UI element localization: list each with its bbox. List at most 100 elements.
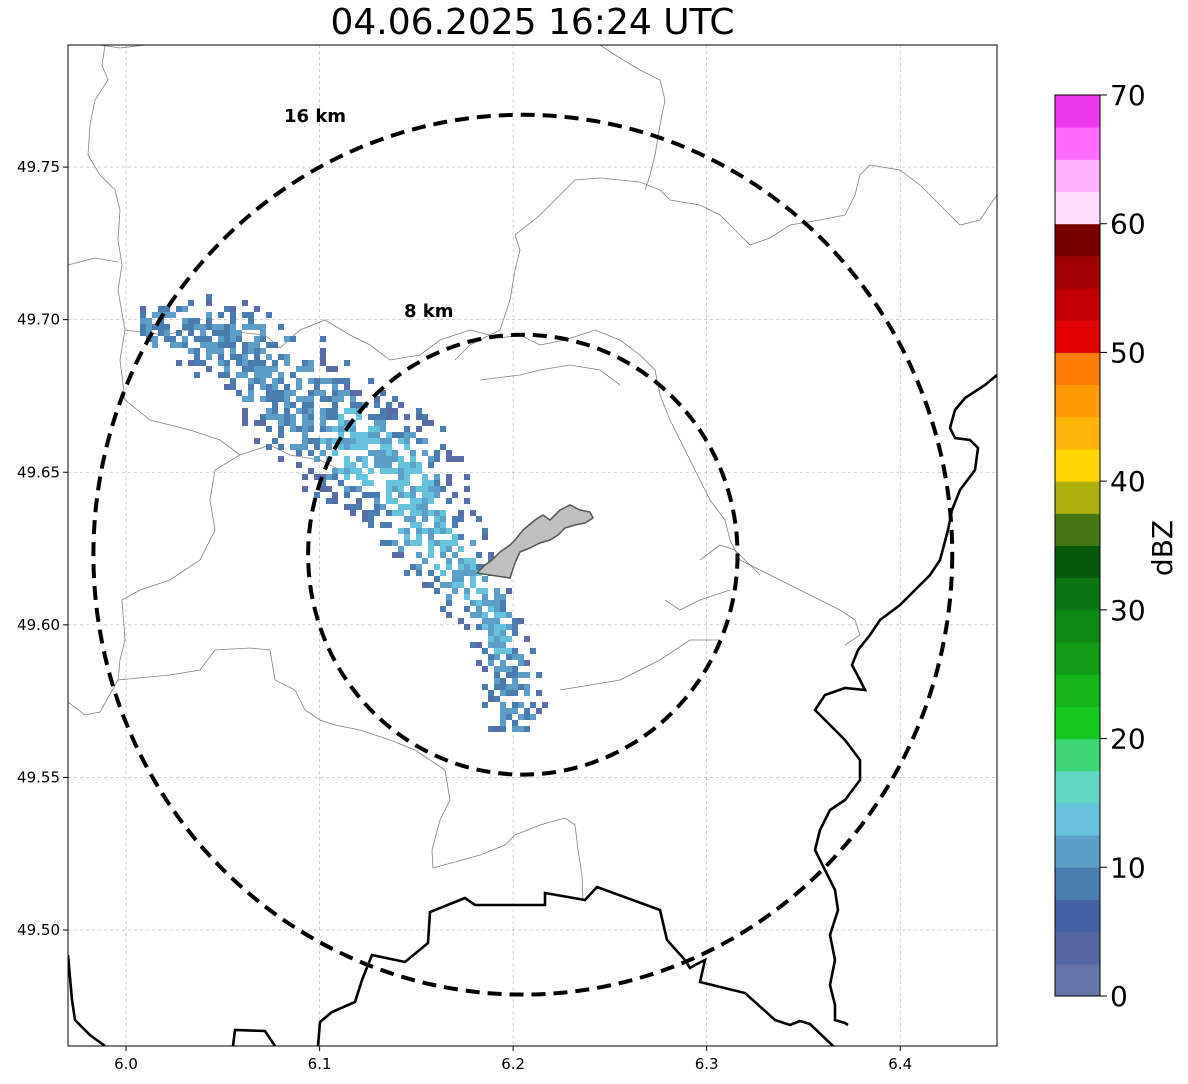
reflectivity-cell — [446, 594, 452, 600]
reflectivity-cell — [482, 528, 488, 534]
reflectivity-cell — [308, 402, 314, 408]
reflectivity-cell — [404, 444, 410, 450]
reflectivity-cell — [326, 426, 332, 432]
reflectivity-cell — [230, 312, 236, 318]
reflectivity-cell — [452, 576, 458, 582]
reflectivity-cell — [428, 462, 434, 468]
reflectivity-cell — [518, 726, 524, 732]
reflectivity-cell — [410, 510, 416, 516]
colorbar-segment — [1055, 223, 1100, 257]
reflectivity-cell — [440, 426, 446, 432]
reflectivity-cell — [266, 372, 272, 378]
reflectivity-cell — [260, 420, 266, 426]
reflectivity-cell — [464, 474, 470, 480]
reflectivity-cell — [200, 360, 206, 366]
reflectivity-cell — [320, 426, 326, 432]
reflectivity-cell — [434, 522, 440, 528]
reflectivity-cell — [272, 378, 278, 384]
reflectivity-cell — [458, 516, 464, 522]
reflectivity-cell — [230, 348, 236, 354]
colorbar-segment — [1055, 770, 1100, 804]
colorbar-segment — [1055, 674, 1100, 707]
reflectivity-cell — [524, 714, 530, 720]
reflectivity-cell — [398, 462, 404, 468]
reflectivity-cell — [320, 354, 326, 360]
reflectivity-cell — [302, 366, 308, 372]
reflectivity-cell — [254, 306, 260, 312]
reflectivity-cell — [284, 384, 290, 390]
reflectivity-cell — [494, 636, 500, 642]
reflectivity-cell — [308, 438, 314, 444]
reflectivity-cell — [458, 564, 464, 570]
reflectivity-cell — [422, 498, 428, 504]
reflectivity-cell — [254, 324, 260, 330]
reflectivity-cell — [500, 630, 506, 636]
colorbar-segment — [1055, 706, 1100, 740]
reflectivity-cell — [512, 690, 518, 696]
reflectivity-cell — [530, 702, 536, 708]
reflectivity-cell — [380, 408, 386, 414]
y-tick-label: 49.75 — [17, 158, 60, 176]
reflectivity-cell — [314, 444, 320, 450]
reflectivity-cell — [260, 348, 266, 354]
reflectivity-cell — [488, 624, 494, 630]
reflectivity-cell — [422, 510, 428, 516]
reflectivity-cell — [446, 540, 452, 546]
reflectivity-cell — [242, 342, 248, 348]
reflectivity-cell — [422, 438, 428, 444]
reflectivity-cell — [530, 648, 536, 654]
reflectivity-cell — [410, 450, 416, 456]
reflectivity-cell — [422, 450, 428, 456]
reflectivity-cell — [326, 486, 332, 492]
reflectivity-cell — [320, 420, 326, 426]
reflectivity-cell — [272, 360, 278, 366]
reflectivity-cell — [500, 594, 506, 600]
reflectivity-cell — [500, 702, 506, 708]
reflectivity-cell — [260, 384, 266, 390]
reflectivity-cell — [500, 648, 506, 654]
reflectivity-cell — [152, 312, 158, 318]
reflectivity-cell — [446, 456, 452, 462]
reflectivity-cell — [236, 390, 242, 396]
reflectivity-cell — [344, 384, 350, 390]
reflectivity-cell — [476, 660, 482, 666]
reflectivity-cell — [482, 648, 488, 654]
reflectivity-cell — [206, 318, 212, 324]
reflectivity-cell — [392, 450, 398, 456]
reflectivity-cell — [338, 420, 344, 426]
reflectivity-cell — [494, 630, 500, 636]
reflectivity-cell — [488, 654, 494, 660]
reflectivity-cell — [422, 480, 428, 486]
reflectivity-cell — [464, 588, 470, 594]
reflectivity-cell — [398, 438, 404, 444]
reflectivity-cell — [272, 408, 278, 414]
reflectivity-cell — [254, 420, 260, 426]
reflectivity-cell — [446, 474, 452, 480]
reflectivity-cell — [266, 384, 272, 390]
reflectivity-cell — [500, 714, 506, 720]
colorbar-segment — [1055, 416, 1100, 450]
reflectivity-cell — [266, 366, 272, 372]
reflectivity-cell — [386, 462, 392, 468]
reflectivity-cell — [254, 372, 260, 378]
colorbar-tick-label: 10 — [1110, 851, 1146, 884]
reflectivity-cell — [266, 426, 272, 432]
reflectivity-cell — [224, 342, 230, 348]
reflectivity-cell — [428, 570, 434, 576]
reflectivity-cell — [386, 540, 392, 546]
reflectivity-cell — [314, 438, 320, 444]
reflectivity-cell — [368, 468, 374, 474]
reflectivity-cell — [332, 378, 338, 384]
reflectivity-cell — [416, 540, 422, 546]
reflectivity-cell — [398, 510, 404, 516]
reflectivity-cell — [488, 690, 494, 696]
reflectivity-cell — [512, 720, 518, 726]
reflectivity-cell — [458, 576, 464, 582]
colorbar: 0 10 20 30 40 50 60 70 — [1054, 79, 1146, 1013]
reflectivity-cell — [242, 300, 248, 306]
reflectivity-cell — [422, 558, 428, 564]
reflectivity-cell — [500, 684, 506, 690]
reflectivity-cell — [332, 390, 338, 396]
reflectivity-cell — [200, 330, 206, 336]
reflectivity-cell — [536, 672, 542, 678]
